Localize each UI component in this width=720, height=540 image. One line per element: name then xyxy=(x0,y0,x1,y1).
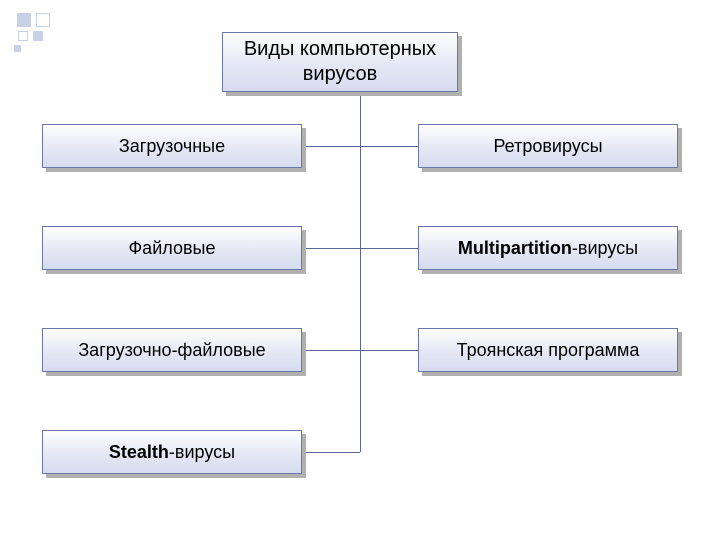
title-line2: вирусов xyxy=(303,63,377,85)
node-label: Multipartition-вирусы xyxy=(458,238,638,259)
node-label: Троянская программа xyxy=(457,340,640,361)
node-boot: Загрузочные xyxy=(42,124,302,168)
node-retro: Ретровирусы xyxy=(418,124,678,168)
node-trojan: Троянская программа xyxy=(418,328,678,372)
node-label: Файловые xyxy=(129,238,216,259)
node-stealth: Stealth-вирусы xyxy=(42,430,302,474)
decor-square xyxy=(18,31,28,41)
connector xyxy=(360,248,418,249)
decor-square xyxy=(33,31,43,41)
node-label: Загрузочно-файловые xyxy=(78,340,265,361)
node-multipartition: Multipartition-вирусы xyxy=(418,226,678,270)
title-line1: Виды компьютерных xyxy=(244,38,436,60)
node-label: Stealth-вирусы xyxy=(109,442,235,463)
connector xyxy=(360,350,418,351)
connector xyxy=(360,146,418,147)
node-label: Ретровирусы xyxy=(493,136,602,157)
decor-square xyxy=(36,13,50,27)
connector xyxy=(302,350,360,351)
connector xyxy=(302,452,360,453)
connector xyxy=(302,248,360,249)
node-label: Загрузочные xyxy=(119,136,225,157)
connector xyxy=(302,146,360,147)
node-file: Файловые xyxy=(42,226,302,270)
node-boot-file: Загрузочно-файловые xyxy=(42,328,302,372)
decor-square xyxy=(17,13,31,27)
title-node: Виды компьютерных вирусов xyxy=(222,32,458,92)
decor-square xyxy=(14,45,21,52)
